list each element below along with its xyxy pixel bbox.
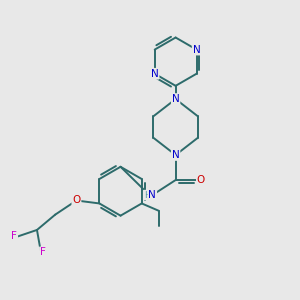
Text: N: N	[148, 190, 156, 200]
Text: O: O	[197, 175, 205, 185]
Text: N: N	[193, 45, 200, 55]
Text: O: O	[72, 196, 80, 206]
Text: N: N	[172, 150, 179, 160]
Text: N: N	[151, 69, 159, 79]
Text: H: H	[144, 190, 150, 200]
Text: F: F	[40, 247, 46, 257]
Text: F: F	[11, 231, 17, 242]
Text: N: N	[172, 94, 179, 104]
